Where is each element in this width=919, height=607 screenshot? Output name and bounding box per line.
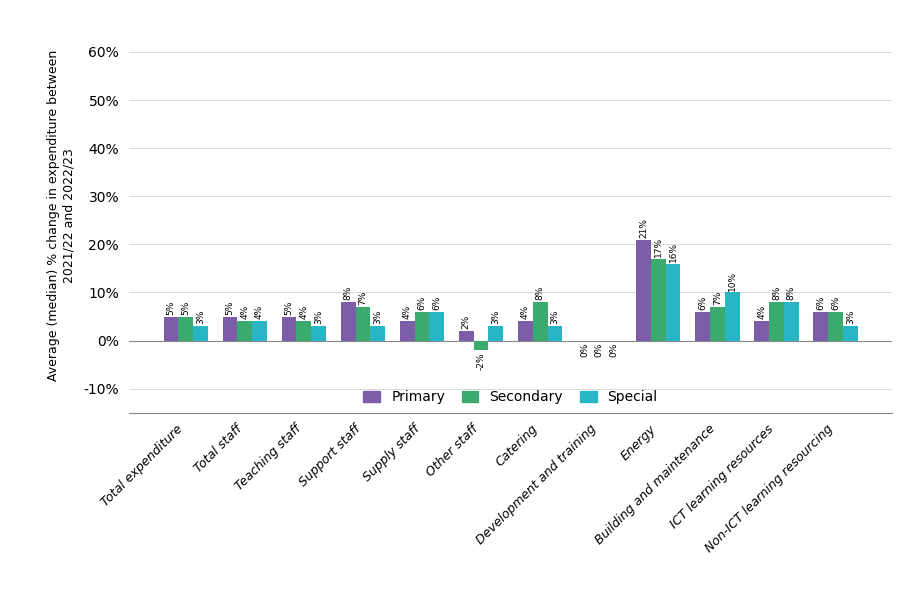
Bar <box>311 326 325 341</box>
Text: 4%: 4% <box>255 305 264 319</box>
Text: 7%: 7% <box>358 291 367 305</box>
Text: 17%: 17% <box>653 237 662 257</box>
Bar <box>517 321 532 341</box>
Text: 3%: 3% <box>550 310 559 324</box>
Bar <box>695 312 709 341</box>
Y-axis label: Average (median) % change in expenditure between
2021/22 and 2022/23: Average (median) % change in expenditure… <box>47 50 75 381</box>
Text: 3%: 3% <box>845 310 854 324</box>
Bar <box>193 326 208 341</box>
Text: 4%: 4% <box>403 305 412 319</box>
Bar <box>429 312 444 341</box>
Bar <box>473 341 488 350</box>
Legend: Primary, Secondary, Special: Primary, Secondary, Special <box>357 385 663 410</box>
Bar <box>651 259 665 341</box>
Text: 4%: 4% <box>299 305 308 319</box>
Text: 3%: 3% <box>373 310 381 324</box>
Bar <box>635 240 651 341</box>
Bar <box>414 312 429 341</box>
Text: 0%: 0% <box>579 342 588 357</box>
Text: 4%: 4% <box>240 305 249 319</box>
Bar <box>459 331 473 341</box>
Bar <box>355 307 369 341</box>
Text: 5%: 5% <box>181 300 190 314</box>
Text: 5%: 5% <box>284 300 293 314</box>
Bar <box>842 326 857 341</box>
Text: 6%: 6% <box>815 296 824 310</box>
Bar <box>281 316 296 341</box>
Bar <box>709 307 724 341</box>
Text: 8%: 8% <box>786 286 795 300</box>
Bar <box>547 326 562 341</box>
Bar <box>237 321 252 341</box>
Text: 8%: 8% <box>535 286 544 300</box>
Text: 8%: 8% <box>771 286 780 300</box>
Text: 4%: 4% <box>756 305 766 319</box>
Text: 0%: 0% <box>608 342 618 357</box>
Text: 4%: 4% <box>520 305 529 319</box>
Bar <box>768 302 783 341</box>
Text: 10%: 10% <box>727 271 736 291</box>
Bar <box>827 312 842 341</box>
Text: 7%: 7% <box>712 291 721 305</box>
Bar <box>296 321 311 341</box>
Text: 16%: 16% <box>668 242 676 262</box>
Text: 0%: 0% <box>594 342 603 357</box>
Bar <box>164 316 178 341</box>
Text: 6%: 6% <box>417 296 426 310</box>
Text: -2%: -2% <box>476 352 485 370</box>
Bar <box>222 316 237 341</box>
Bar <box>400 321 414 341</box>
Text: 3%: 3% <box>313 310 323 324</box>
Text: 2%: 2% <box>461 315 471 329</box>
Text: 6%: 6% <box>830 296 839 310</box>
Bar <box>178 316 193 341</box>
Text: 5%: 5% <box>225 300 234 314</box>
Bar <box>340 302 355 341</box>
Text: 5%: 5% <box>166 300 176 314</box>
Text: 6%: 6% <box>432 296 441 310</box>
Bar <box>783 302 798 341</box>
Bar <box>252 321 267 341</box>
Bar <box>532 302 547 341</box>
Bar <box>754 321 768 341</box>
Text: 8%: 8% <box>344 286 352 300</box>
Text: 3%: 3% <box>491 310 500 324</box>
Text: 6%: 6% <box>698 296 707 310</box>
Text: 3%: 3% <box>196 310 205 324</box>
Text: 21%: 21% <box>639 218 647 237</box>
Bar <box>724 293 739 341</box>
Bar <box>665 263 680 341</box>
Bar <box>812 312 827 341</box>
Bar <box>488 326 503 341</box>
Bar <box>369 326 385 341</box>
